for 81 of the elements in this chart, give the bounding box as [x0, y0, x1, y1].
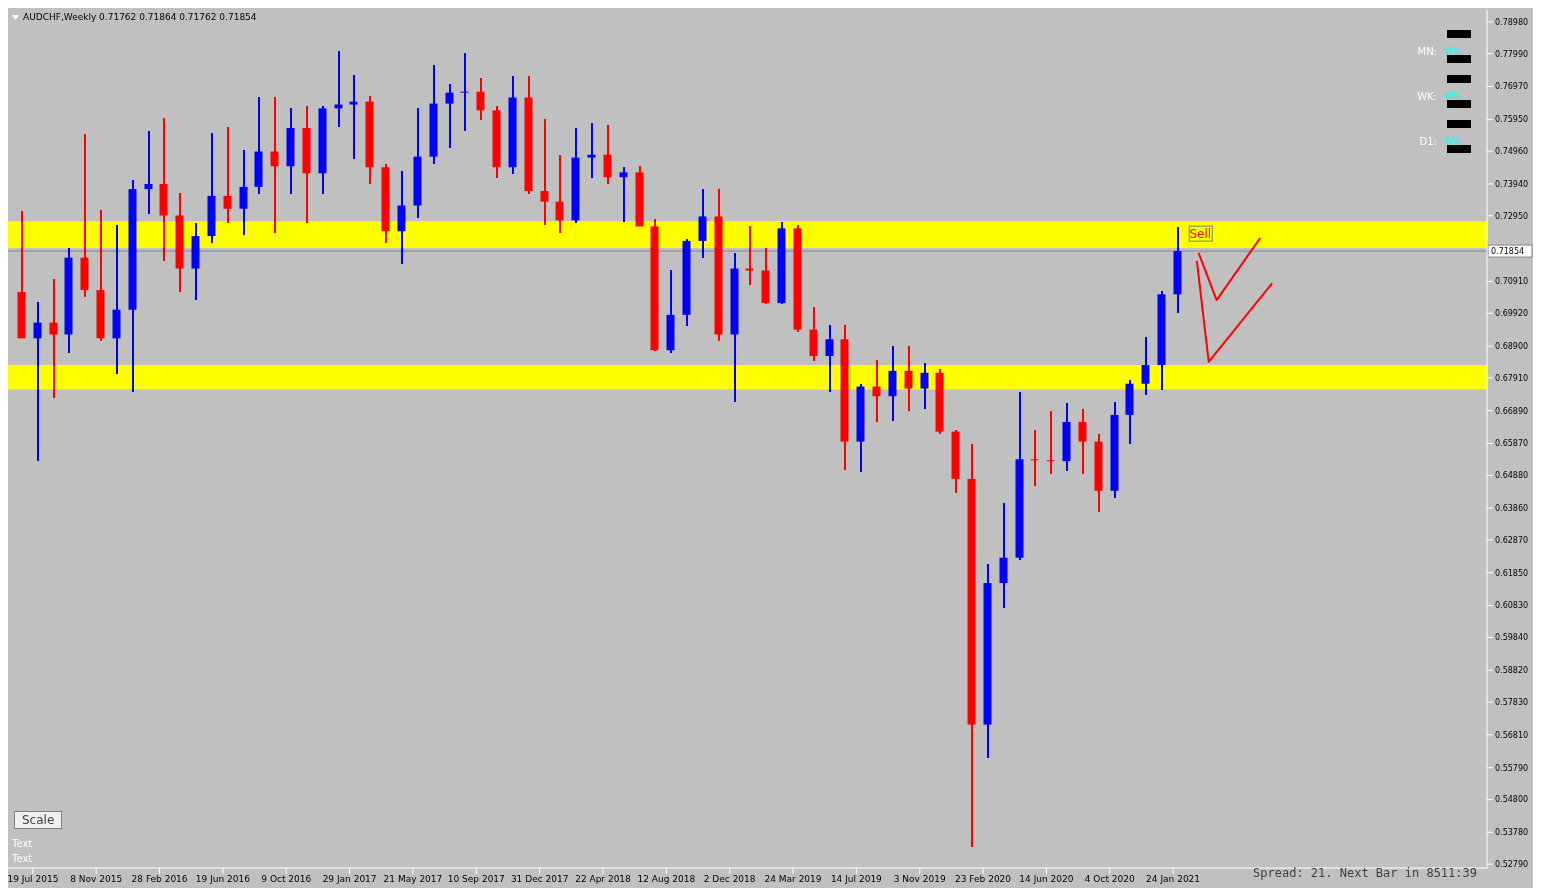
annotation: Spread: 21. Next Bar in 8511:39: [1253, 866, 1477, 880]
y-tick-label: 0.62870: [1495, 535, 1529, 545]
candlestick: [540, 118, 549, 227]
candlestick: [1141, 336, 1150, 397]
candlestick: [904, 345, 913, 413]
annotation: 0%: [1445, 91, 1461, 102]
x-tick-label: 8 Nov 2015: [70, 874, 123, 885]
y-tick-label: 0.61850: [1495, 568, 1529, 578]
y-tick-label: 0.66890: [1495, 406, 1529, 416]
y-tick-label: 0.76970: [1495, 82, 1529, 92]
annotation: WK:: [1417, 91, 1437, 102]
candlestick: [349, 73, 358, 160]
candlestick: [445, 82, 454, 149]
candlestick: [223, 126, 232, 225]
y-tick-label: 0.54800: [1495, 795, 1529, 805]
candlestick: [239, 148, 248, 237]
candlestick: [603, 124, 612, 185]
annotation: Text: [12, 838, 33, 849]
candlestick: [825, 323, 834, 394]
candlestick: [555, 153, 564, 235]
x-tick-label: 24 Mar 2019: [764, 874, 822, 885]
y-tick-label: 0.63860: [1495, 503, 1529, 513]
annotation: Scale: [14, 811, 63, 829]
candlestick: [1078, 408, 1087, 476]
y-tick-label: 0.67910: [1495, 373, 1529, 383]
y-tick-label: 0.69920: [1495, 309, 1529, 319]
x-tick-label: 29 Jan 2017: [322, 874, 377, 885]
x-tick-label: 21 May 2017: [383, 874, 443, 885]
x-tick-label: 12 Aug 2018: [637, 874, 696, 885]
x-tick-label: 3 Nov 2019: [893, 874, 946, 885]
candlestick: [270, 96, 279, 235]
y-tick-label: 0.78980: [1495, 17, 1529, 27]
x-tick-label: 9 Oct 2016: [261, 874, 312, 885]
annotation: 0%: [1445, 46, 1461, 57]
x-tick-label: 22 Apr 2018: [575, 874, 632, 885]
x-tick-label: 24 Jan 2021: [1146, 874, 1201, 885]
y-tick-label: 0.52790: [1495, 859, 1529, 869]
candlestick: [460, 52, 469, 132]
x-tick-label: 4 Oct 2020: [1084, 874, 1135, 885]
candlestick: [1030, 428, 1039, 487]
x-tick-label: 28 Feb 2016: [131, 874, 188, 885]
y-tick-label: 0.58820: [1495, 666, 1529, 676]
y-tick-label: 0.77990: [1495, 49, 1529, 59]
annotation: Sell: [1189, 227, 1212, 242]
x-tick-label: 19 Jul 2015: [7, 874, 59, 885]
chart-title: AUDCHF,Weekly 0.71762 0.71864 0.71762 0.71854: [23, 12, 257, 22]
candlestick: [1046, 410, 1055, 476]
candlestick: [49, 278, 58, 400]
y-tick-label: 0.57830: [1495, 697, 1529, 707]
candlestick: [872, 358, 881, 423]
candlestick: [33, 301, 42, 463]
y-tick-label: 0.65870: [1495, 439, 1529, 449]
x-tick-label: 31 Dec 2017: [510, 874, 569, 885]
annotation: Text: [12, 853, 33, 864]
candlestick: [619, 166, 628, 224]
y-tick-label: 0.73940: [1495, 179, 1529, 189]
x-tick-label: 19 Jun 2016: [195, 874, 251, 885]
y-tick-label: 0.72950: [1495, 211, 1529, 221]
x-tick-label: 10 Sep 2017: [447, 874, 505, 885]
x-tick-label: 23 Feb 2020: [955, 874, 1012, 885]
y-tick-label: 0.56810: [1495, 730, 1529, 740]
y-tick-label: 0.70910: [1495, 277, 1529, 287]
candlestick: [476, 76, 485, 122]
ref-line-label: 0.71854: [1491, 247, 1525, 257]
candlestick: [144, 129, 153, 215]
x-tick-label: 14 Jul 2019: [830, 874, 883, 885]
x-tick-label: 2 Dec 2018: [703, 874, 756, 885]
y-tick-label: 0.74960: [1495, 147, 1529, 157]
annotation: 0%: [1445, 136, 1461, 147]
y-tick-label: 0.75950: [1495, 115, 1529, 125]
annotation: D1:: [1419, 136, 1437, 147]
y-tick-label: 0.55790: [1495, 763, 1529, 773]
x-tick-label: 14 Jun 2020: [1019, 874, 1074, 885]
y-tick-label: 0.64880: [1495, 471, 1529, 481]
annotation: MN:: [1417, 46, 1437, 57]
y-tick-label: 0.59840: [1495, 633, 1529, 643]
y-tick-label: 0.60830: [1495, 601, 1529, 611]
y-tick-label: 0.53780: [1495, 828, 1529, 838]
y-tick-label: 0.68900: [1495, 341, 1529, 351]
candlestick: [587, 122, 596, 180]
candlestick: [920, 361, 929, 411]
